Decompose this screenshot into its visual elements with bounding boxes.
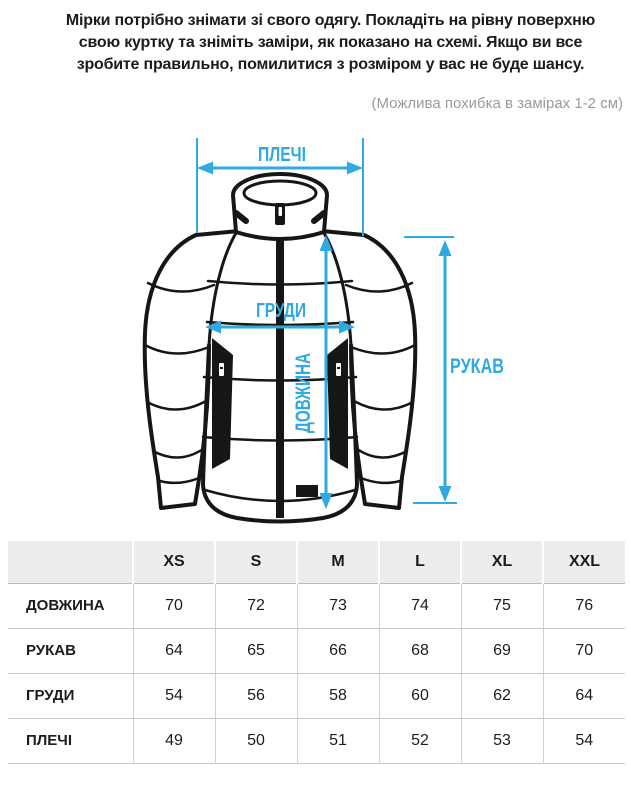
size-cell: 66 xyxy=(297,628,380,674)
column-header: XXL xyxy=(543,541,625,584)
cuff-line xyxy=(158,476,201,485)
size-cell: 75 xyxy=(461,583,544,629)
intro-line: свою куртку та зніміть заміри, як показа… xyxy=(78,34,583,51)
quilt-line xyxy=(352,399,413,411)
size-cell: 52 xyxy=(379,718,462,764)
sleeve-dimension-label: РУКАВ xyxy=(450,355,504,378)
quilt-line xyxy=(143,343,211,355)
quilt-line xyxy=(146,281,216,293)
size-cell: 73 xyxy=(297,583,380,629)
collar-opening xyxy=(242,179,318,207)
arrowhead-down-icon xyxy=(319,493,333,509)
table-row-shoulders: ПЛЕЧІ 49 50 51 52 53 54 xyxy=(8,718,625,764)
size-cell: 72 xyxy=(215,583,298,629)
arrowhead-left-icon xyxy=(197,161,213,175)
size-cell: 60 xyxy=(379,673,462,719)
size-cell: 76 xyxy=(543,583,625,629)
size-cell: 53 xyxy=(461,718,544,764)
size-cell: 65 xyxy=(215,628,298,674)
jacket-measurement-diagram: ПЛЕЧІ ГРУДИ ДОВЖИНА РУКАВ xyxy=(95,135,540,535)
right-pocket-zip xyxy=(336,363,341,376)
quilt-line xyxy=(151,447,205,459)
column-header: L xyxy=(379,541,462,584)
quilt-line xyxy=(147,399,208,411)
chest-dimension-label: ГРУДИ xyxy=(256,300,306,322)
collar-slit-left xyxy=(233,210,249,224)
size-cell: 62 xyxy=(461,673,544,719)
table-row-chest: ГРУДИ 54 56 58 60 62 64 xyxy=(8,673,625,719)
size-cell: 64 xyxy=(133,628,216,674)
arrowhead-right-icon xyxy=(347,161,363,175)
intro-line: Мірки потрібно знімати зі свого одягу. П… xyxy=(65,12,596,29)
quilt-line xyxy=(355,447,409,459)
column-header: M xyxy=(297,541,380,584)
corner-cell xyxy=(8,541,134,584)
intro-line: зробите правильно, помилитися з розміром… xyxy=(76,56,585,73)
size-cell: 50 xyxy=(215,718,298,764)
size-cell: 54 xyxy=(133,673,216,719)
arrowhead-up-icon xyxy=(438,240,452,256)
right-pocket xyxy=(327,338,348,469)
intro-paragraph: Мірки потрібно знімати зі свого одягу. П… xyxy=(40,10,621,76)
left-armhole-seam xyxy=(207,231,238,347)
size-table-header-row: XS S M L XL XXL xyxy=(8,541,625,584)
column-header: XS xyxy=(133,541,216,584)
row-label: РУКАВ xyxy=(8,628,134,674)
right-pocket-zip-dot xyxy=(337,367,340,369)
length-dimension-label: ДОВЖИНА xyxy=(292,353,315,433)
zipper xyxy=(276,227,284,518)
row-label: ГРУДИ xyxy=(8,673,134,719)
arrowhead-down-icon xyxy=(438,486,452,502)
size-cell: 74 xyxy=(379,583,462,629)
quilt-line xyxy=(349,343,417,355)
size-cell: 49 xyxy=(133,718,216,764)
arrowhead-right-icon xyxy=(339,320,355,334)
size-cell: 69 xyxy=(461,628,544,674)
row-label: ДОВЖИНА xyxy=(8,583,134,629)
size-cell: 64 xyxy=(543,673,625,719)
size-cell: 70 xyxy=(133,583,216,629)
jacket-diagram-svg: ПЛЕЧІ ГРУДИ ДОВЖИНА РУКАВ xyxy=(142,138,504,524)
size-cell: 56 xyxy=(215,673,298,719)
tolerance-note: (Можлива похибка в замірах 1-2 см) xyxy=(371,95,623,112)
cuff-line xyxy=(359,476,402,485)
table-row-sleeve: РУКАВ 64 65 66 68 69 70 xyxy=(8,628,625,674)
arrowhead-left-icon xyxy=(205,320,221,334)
table-row-length: ДОВЖИНА 70 72 73 74 75 76 xyxy=(8,583,625,629)
row-label: ПЛЕЧІ xyxy=(8,718,134,764)
size-cell: 54 xyxy=(543,718,625,764)
size-cell: 58 xyxy=(297,673,380,719)
size-cell: 68 xyxy=(379,628,462,674)
quilt-line xyxy=(344,281,414,293)
arrowhead-up-icon xyxy=(319,235,333,251)
zipper-pull-slot xyxy=(278,207,282,216)
shoulders-dimension-label: ПЛЕЧІ xyxy=(258,144,306,166)
left-pocket-zip xyxy=(219,363,224,376)
size-cell: 70 xyxy=(543,628,625,674)
size-table: XS S M L XL XXL ДОВЖИНА 70 72 73 74 75 7… xyxy=(8,541,625,764)
left-pocket-zip-dot xyxy=(220,367,223,369)
size-cell: 51 xyxy=(297,718,380,764)
column-header: XL xyxy=(461,541,544,584)
care-label xyxy=(296,485,318,497)
left-pocket xyxy=(212,338,233,469)
collar-slit-right xyxy=(311,210,327,224)
column-header: S xyxy=(215,541,298,584)
